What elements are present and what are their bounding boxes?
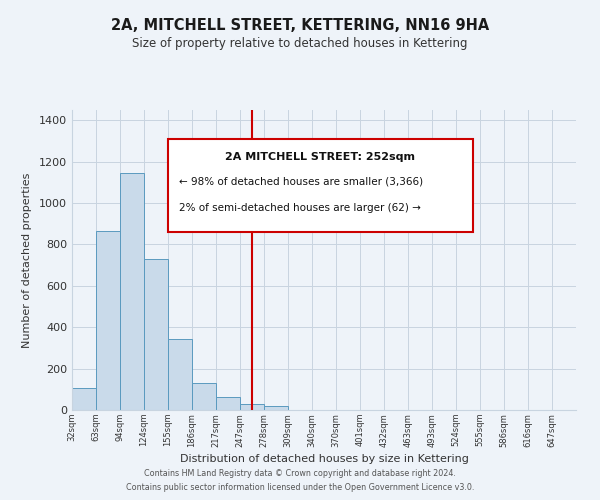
Text: Contains public sector information licensed under the Open Government Licence v3: Contains public sector information licen… [126, 484, 474, 492]
Text: ← 98% of detached houses are smaller (3,366): ← 98% of detached houses are smaller (3,… [179, 176, 424, 186]
Y-axis label: Number of detached properties: Number of detached properties [22, 172, 32, 348]
Text: 2A, MITCHELL STREET, KETTERING, NN16 9HA: 2A, MITCHELL STREET, KETTERING, NN16 9HA [111, 18, 489, 32]
Bar [168, 338, 192, 410]
Text: Contains HM Land Registry data © Crown copyright and database right 2024.: Contains HM Land Registry data © Crown c… [144, 468, 456, 477]
Bar [120, 173, 144, 410]
FancyBboxPatch shape [168, 138, 473, 232]
Text: 2A MITCHELL STREET: 252sqm: 2A MITCHELL STREET: 252sqm [225, 152, 415, 162]
Bar [216, 397, 240, 410]
Bar [192, 383, 216, 410]
Bar [96, 231, 120, 410]
Text: 2% of semi-detached houses are larger (62) →: 2% of semi-detached houses are larger (6… [179, 203, 421, 213]
Bar [72, 388, 96, 410]
Text: Size of property relative to detached houses in Kettering: Size of property relative to detached ho… [132, 38, 468, 51]
Bar [240, 404, 264, 410]
X-axis label: Distribution of detached houses by size in Kettering: Distribution of detached houses by size … [179, 454, 469, 464]
Bar [144, 259, 168, 410]
Bar [264, 406, 288, 410]
